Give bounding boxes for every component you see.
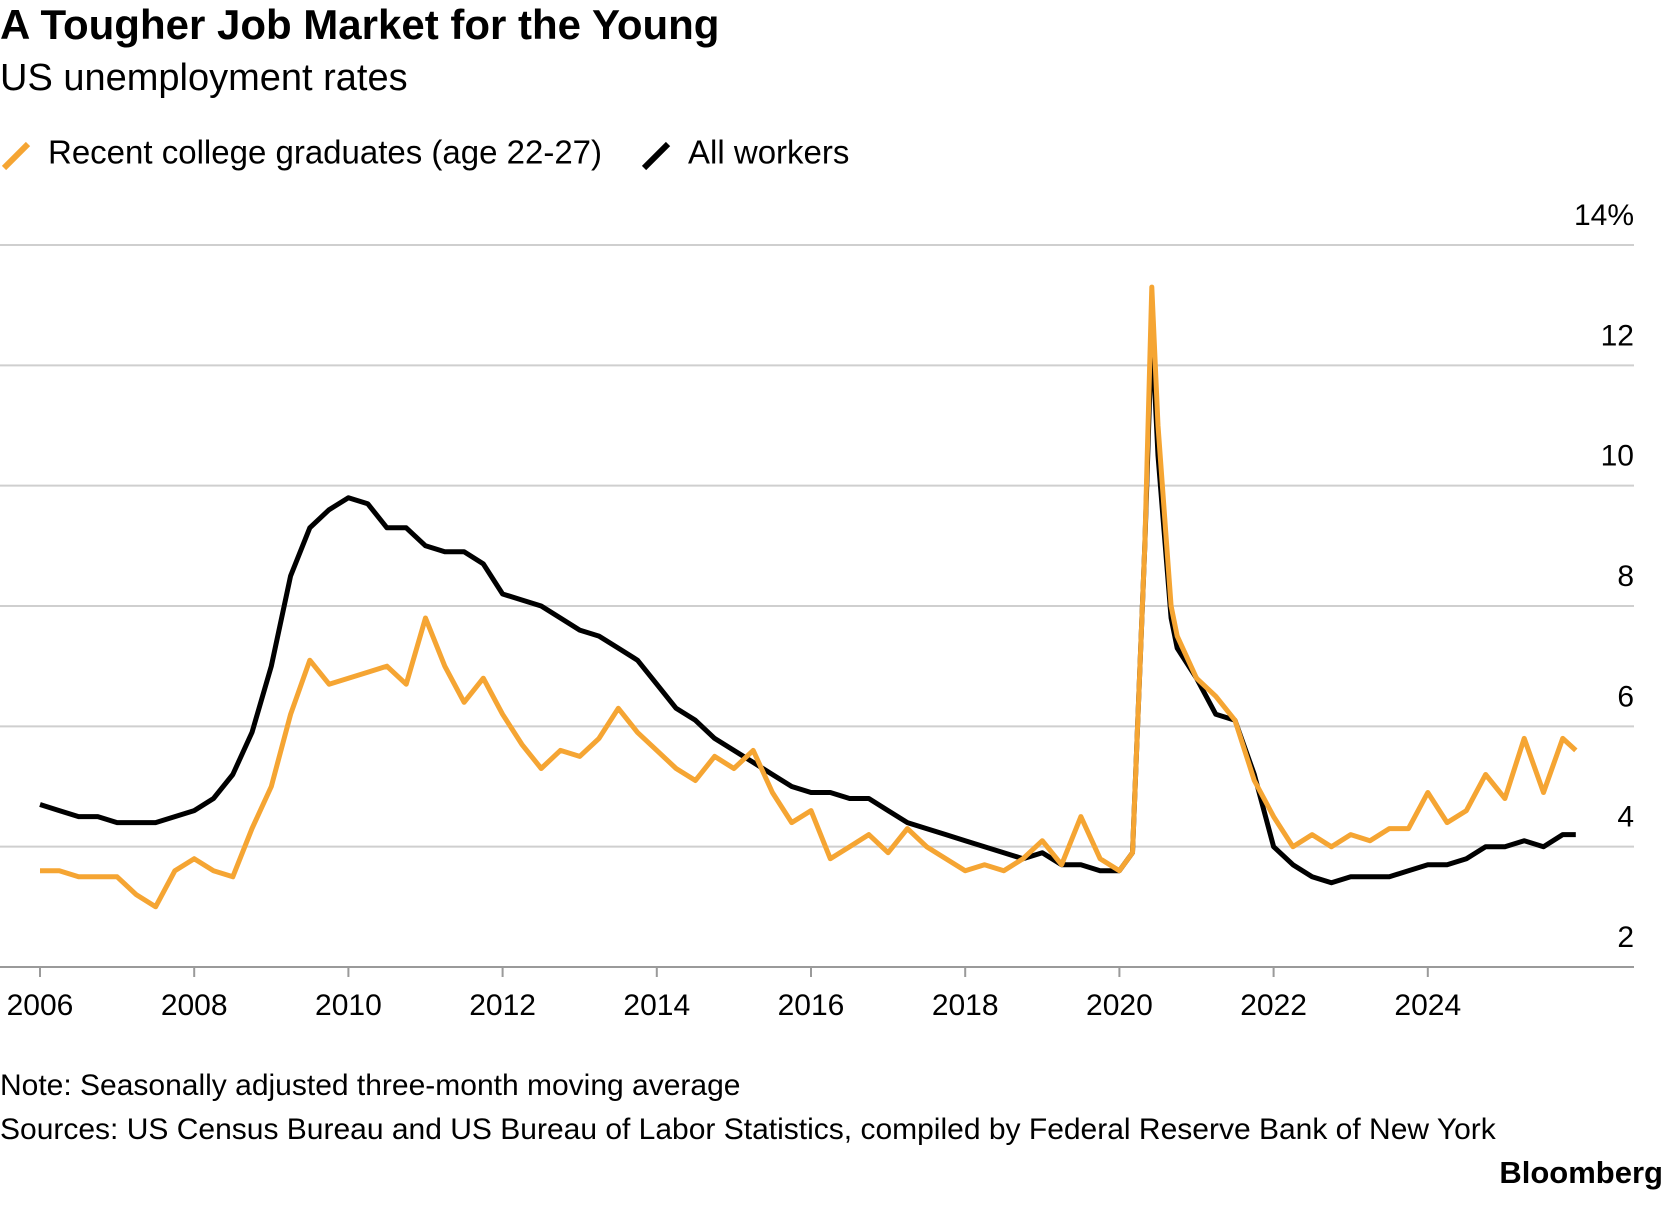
legend-label: All workers	[688, 134, 849, 171]
x-tick-label: 2022	[1240, 989, 1307, 1022]
y-tick-label: 10	[1601, 440, 1634, 473]
chart-subtitle: US unemployment rates	[0, 57, 408, 99]
y-tick-label: 8	[1617, 560, 1634, 593]
note: Note: Seasonally adjusted three-month mo…	[0, 1069, 740, 1102]
x-tick-label: 2008	[161, 989, 228, 1022]
y-tick-label: 14%	[1574, 199, 1634, 232]
legend: Recent college graduates (age 22-27) All …	[1, 134, 849, 171]
line-series	[39, 326, 1576, 886]
y-tick-label: 2	[1617, 921, 1634, 954]
x-tick-label: 2024	[1394, 989, 1461, 1022]
y-tick-label: 4	[1617, 801, 1634, 834]
x-tick-label: 2018	[932, 989, 999, 1022]
y-tick-label: 6	[1617, 680, 1634, 713]
x-tick-label: 2010	[315, 989, 382, 1022]
legend-label: Recent college graduates (age 22-27)	[48, 134, 602, 171]
line-series	[40, 284, 1578, 910]
x-tick-label: 2012	[469, 989, 536, 1022]
chart-title: A Tougher Job Market for the Young	[0, 1, 719, 48]
x-tick-label: 2006	[7, 989, 74, 1022]
legend-swatch	[1, 141, 31, 171]
legend-swatch	[641, 141, 671, 171]
x-tick-label: 2020	[1086, 989, 1153, 1022]
y-tick-label: 12	[1601, 319, 1634, 352]
x-tick-label: 2016	[778, 989, 845, 1022]
x-tick-label: 2014	[623, 989, 690, 1022]
source: Sources: US Census Bureau and US Bureau …	[0, 1113, 1497, 1146]
credit: Bloomberg	[1499, 1155, 1663, 1190]
